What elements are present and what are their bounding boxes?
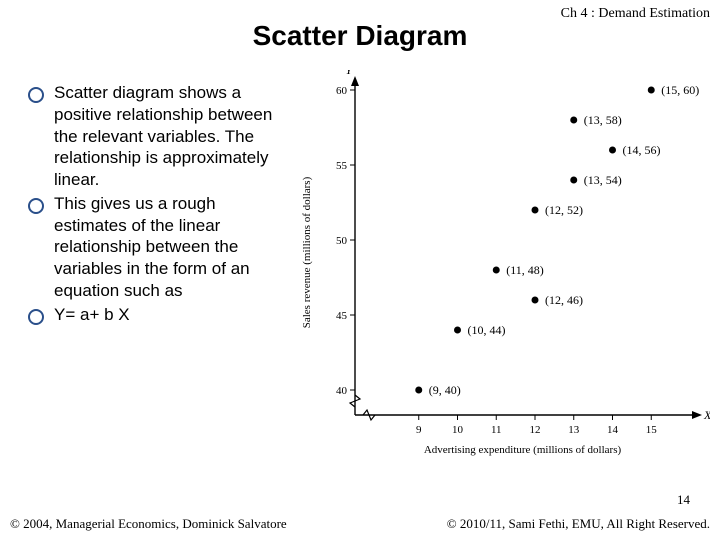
svg-text:(13, 58): (13, 58) [584, 113, 622, 127]
footer-right: © 2010/11, Sami Fethi, EMU, All Right Re… [447, 516, 710, 532]
footer-left: © 2004, Managerial Economics, Dominick S… [10, 516, 287, 532]
svg-text:12: 12 [530, 424, 541, 436]
svg-text:10: 10 [452, 424, 464, 436]
bullet-list: Scatter diagram shows a positive relatio… [0, 70, 290, 480]
svg-text:40: 40 [336, 385, 348, 397]
scatter-svg: Y X 9 10 11 12 13 14 15 40 45 50 55 60 Advertising exp… [290, 70, 710, 470]
svg-text:(15, 60): (15, 60) [661, 83, 699, 97]
svg-text:(13, 54): (13, 54) [584, 173, 622, 187]
bullet-marker-icon [28, 87, 44, 103]
bullet-text: Y= a+ b X [54, 304, 290, 326]
svg-text:(12, 52): (12, 52) [545, 203, 583, 217]
page-number: 14 [677, 492, 690, 508]
svg-text:X: X [703, 408, 710, 422]
svg-text:(11, 48): (11, 48) [506, 263, 544, 277]
body: Scatter diagram shows a positive relatio… [0, 70, 720, 480]
bullet-text: Scatter diagram shows a positive relatio… [54, 82, 290, 191]
svg-text:11: 11 [491, 424, 502, 436]
svg-text:(14, 56): (14, 56) [623, 143, 661, 157]
svg-text:9: 9 [416, 424, 422, 436]
page-title: Scatter Diagram [0, 20, 720, 52]
svg-text:50: 50 [336, 235, 348, 247]
bullet-marker-icon [28, 309, 44, 325]
svg-text:Y: Y [345, 70, 353, 77]
bullet-item: Scatter diagram shows a positive relatio… [28, 82, 290, 191]
svg-text:(9, 40): (9, 40) [429, 383, 461, 397]
bullet-marker-icon [28, 198, 44, 214]
scatter-chart: Y X 9 10 11 12 13 14 15 40 45 50 55 60 Advertising exp… [290, 70, 710, 480]
svg-text:(12, 46): (12, 46) [545, 293, 583, 307]
svg-text:(10, 44): (10, 44) [468, 323, 506, 337]
bullet-text: This gives us a rough estimates of the l… [54, 193, 290, 302]
svg-text:45: 45 [336, 310, 348, 322]
svg-text:Advertising expenditure (milli: Advertising expenditure (millions of dol… [424, 444, 622, 456]
svg-text:15: 15 [646, 424, 658, 436]
svg-text:60: 60 [336, 85, 348, 97]
svg-text:14: 14 [607, 424, 619, 436]
svg-text:13: 13 [568, 424, 580, 436]
bullet-item: This gives us a rough estimates of the l… [28, 193, 290, 302]
svg-text:Sales revenue (millions of dol: Sales revenue (millions of dollars) [301, 176, 313, 328]
bullet-item: Y= a+ b X [28, 304, 290, 326]
svg-text:55: 55 [336, 160, 348, 172]
